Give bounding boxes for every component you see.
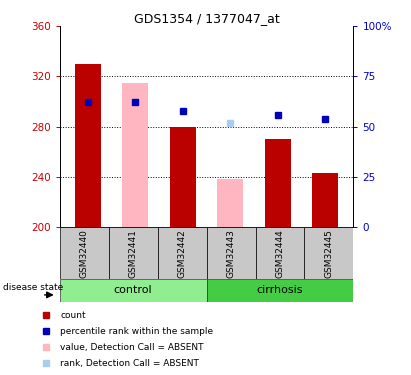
Text: value, Detection Call = ABSENT: value, Detection Call = ABSENT [60,343,203,352]
Text: GSM32444: GSM32444 [275,229,284,278]
Text: rank, Detection Call = ABSENT: rank, Detection Call = ABSENT [60,359,199,368]
Bar [60,227,109,279]
Text: GSM32445: GSM32445 [324,229,333,278]
Text: GSM32443: GSM32443 [226,229,236,278]
Bar [122,82,148,227]
Bar [109,227,157,279]
Bar [206,227,256,279]
Text: count: count [60,310,85,320]
Text: control: control [114,285,152,295]
Text: GSM32442: GSM32442 [178,229,187,278]
Text: cirrhosis: cirrhosis [257,285,303,295]
Text: GSM32441: GSM32441 [129,229,138,278]
Text: disease state: disease state [3,283,63,292]
Title: GDS1354 / 1377047_at: GDS1354 / 1377047_at [134,12,279,25]
Bar [157,227,206,279]
Bar [206,279,353,302]
Text: percentile rank within the sample: percentile rank within the sample [60,327,213,336]
Bar [217,179,243,227]
Bar [312,173,338,227]
Bar [305,227,353,279]
Bar [265,139,291,227]
Bar [170,127,196,227]
Bar [75,64,101,227]
Bar [60,279,206,302]
Bar [256,227,305,279]
Text: GSM32440: GSM32440 [80,229,89,278]
